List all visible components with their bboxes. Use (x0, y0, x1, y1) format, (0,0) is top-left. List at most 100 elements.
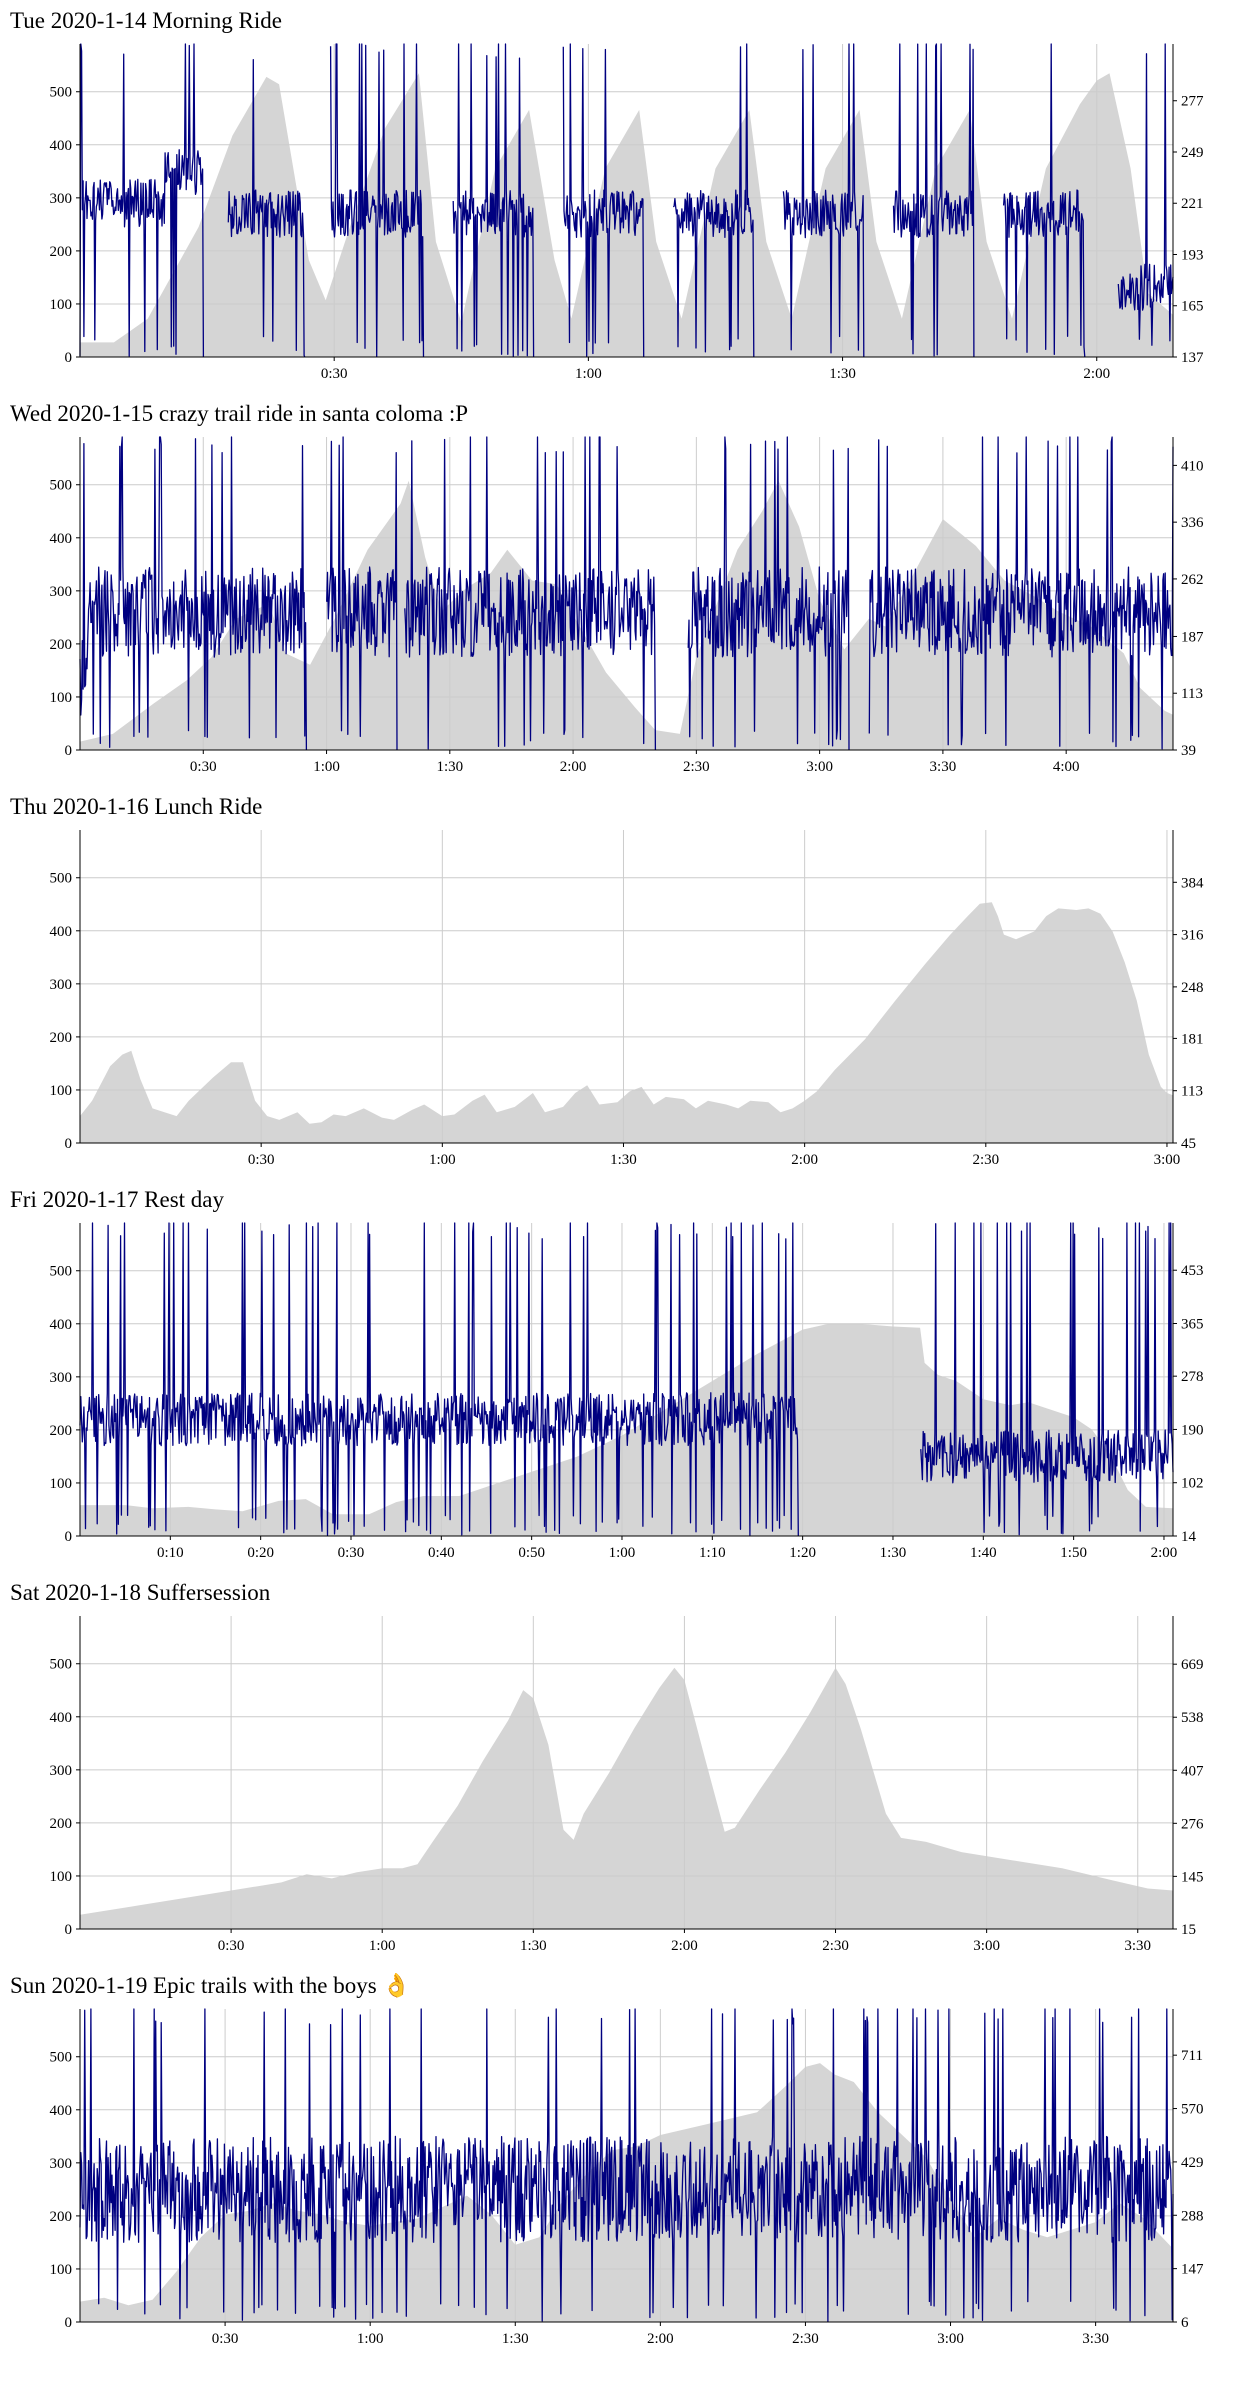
x-tick-label: 0:30 (248, 1152, 275, 1168)
y-tick-label-power: 400 (50, 1710, 73, 1726)
chart-title: Sat 2020-1-18 Suffersession (10, 1580, 271, 1605)
x-tick-label: 1:30 (880, 1545, 907, 1561)
ride-chart-4: Fri 2020-1-17 Rest day 0 100 200 300 400 500 1… (0, 1179, 1250, 1572)
chart-title: Wed 2020-1-15 crazy trail ride in santa … (10, 401, 469, 426)
x-tick-label: 0:50 (518, 1545, 545, 1561)
y-tick-label-elevation: 288 (1181, 2208, 1204, 2224)
x-tick-label: 1:00 (609, 1545, 636, 1561)
y-tick-label-power: 200 (50, 1423, 73, 1439)
y-tick-label-elevation: 145 (1181, 1869, 1204, 1885)
chart-title: Sun 2020-1-19 Epic trails with the boys … (10, 1973, 412, 1998)
x-tick-label: 2:30 (683, 759, 710, 775)
chart-plot: 0 100 200 300 400 500 15 145 276 407 538 669 0:30 1:0… (50, 1616, 1204, 1954)
y-tick-label-power: 100 (50, 297, 73, 313)
y-tick-label-elevation: 278 (1181, 1369, 1204, 1385)
y-tick-label-elevation: 669 (1181, 1657, 1204, 1673)
y-tick-label-power: 500 (50, 85, 73, 101)
y-tick-label-elevation: 262 (1181, 572, 1204, 588)
y-tick-label-elevation: 190 (1181, 1422, 1204, 1438)
y-tick-label-elevation: 384 (1181, 875, 1204, 891)
y-tick-label-elevation: 316 (1181, 928, 1204, 944)
elevation-area (80, 902, 1173, 1143)
x-tick-label: 2:00 (647, 2331, 674, 2347)
chart-plot: 0 100 200 300 400 500 14 102 190 278 365 453 0:10 0:2… (50, 1222, 1204, 1561)
y-tick-label-elevation: 570 (1181, 2102, 1204, 2118)
y-tick-label-power: 300 (50, 977, 73, 993)
y-tick-label-elevation: 365 (1181, 1316, 1204, 1332)
y-tick-label-elevation: 276 (1181, 1816, 1204, 1832)
y-tick-label-elevation: 277 (1181, 94, 1204, 110)
y-tick-label-power: 100 (50, 1476, 73, 1492)
y-tick-label-power: 0 (65, 350, 73, 366)
y-tick-label-elevation: 248 (1181, 980, 1204, 996)
power-line (79, 1222, 1174, 1537)
x-tick-label: 1:10 (699, 1545, 726, 1561)
y-tick-label-power: 500 (50, 1264, 73, 1280)
y-tick-label-power: 0 (65, 1529, 73, 1545)
x-tick-label: 3:00 (973, 1938, 1000, 1954)
chart-plot: 0 100 200 300 400 500 6 147 288 429 570 711 0:30 1:00… (50, 2008, 1204, 2347)
x-tick-label: 0:30 (190, 759, 217, 775)
chart-plot: 0 100 200 300 400 500 45 113 181 248 316 384 0:30 1:0… (50, 830, 1204, 1168)
x-tick-label: 3:00 (806, 759, 833, 775)
y-tick-label-elevation: 45 (1181, 1136, 1196, 1152)
y-tick-label-elevation: 249 (1181, 145, 1204, 161)
y-tick-label-power: 0 (65, 2315, 73, 2331)
x-tick-label: 1:00 (313, 759, 340, 775)
x-tick-label: 1:50 (1060, 1545, 1087, 1561)
y-tick-label-elevation: 102 (1181, 1476, 1204, 1492)
y-tick-label-power: 300 (50, 2156, 73, 2172)
x-tick-label: 1:30 (610, 1152, 637, 1168)
y-tick-label-elevation: 147 (1181, 2262, 1204, 2278)
x-tick-label: 2:00 (671, 1938, 698, 1954)
y-tick-label-power: 400 (50, 924, 73, 940)
chart-title: Tue 2020-1-14 Morning Ride (10, 8, 282, 33)
y-tick-label-power: 300 (50, 1763, 73, 1779)
y-tick-label-power: 0 (65, 743, 73, 759)
y-tick-label-elevation: 15 (1181, 1922, 1196, 1938)
y-tick-label-power: 100 (50, 1869, 73, 1885)
y-tick-label-elevation: 538 (1181, 1710, 1204, 1726)
y-tick-label-power: 300 (50, 1370, 73, 1386)
y-tick-label-elevation: 407 (1181, 1763, 1204, 1779)
x-tick-label: 1:30 (436, 759, 463, 775)
y-tick-label-elevation: 137 (1181, 350, 1204, 366)
x-tick-label: 3:00 (937, 2331, 964, 2347)
y-tick-label-power: 100 (50, 690, 73, 706)
y-tick-label-elevation: 187 (1181, 629, 1204, 645)
elevation-area (80, 1667, 1173, 1929)
elevation-area (80, 480, 1173, 750)
x-tick-label: 2:30 (792, 2331, 819, 2347)
x-tick-label: 0:10 (157, 1545, 184, 1561)
x-tick-label: 1:00 (357, 2331, 384, 2347)
y-tick-label-power: 100 (50, 1083, 73, 1099)
x-tick-label: 1:00 (575, 366, 602, 382)
ride-chart-6: Sun 2020-1-19 Epic trails with the boys … (0, 1965, 1250, 2358)
y-tick-label-power: 200 (50, 1030, 73, 1046)
y-tick-label-elevation: 193 (1181, 247, 1204, 263)
x-tick-label: 1:20 (789, 1545, 816, 1561)
y-tick-label-power: 300 (50, 191, 73, 207)
x-tick-label: 2:30 (822, 1938, 849, 1954)
x-tick-label: 2:00 (791, 1152, 818, 1168)
y-tick-label-elevation: 221 (1181, 196, 1204, 212)
y-tick-label-elevation: 113 (1181, 1084, 1203, 1100)
x-tick-label: 4:00 (1053, 759, 1080, 775)
x-tick-label: 3:30 (930, 759, 957, 775)
y-tick-label-elevation: 453 (1181, 1263, 1204, 1279)
y-tick-label-elevation: 711 (1181, 2048, 1203, 2064)
power-line (79, 436, 1174, 751)
y-tick-label-elevation: 14 (1181, 1529, 1197, 1545)
x-tick-label: 2:00 (1151, 1545, 1178, 1561)
x-tick-label: 0:30 (212, 2331, 239, 2347)
y-tick-label-elevation: 429 (1181, 2155, 1204, 2171)
y-tick-label-power: 200 (50, 2209, 73, 2225)
x-tick-label: 0:30 (218, 1938, 245, 1954)
y-tick-label-power: 0 (65, 1136, 73, 1152)
power-line (79, 2008, 1174, 2323)
ride-chart-1: Tue 2020-1-14 Morning Ride 0 100 200 300 400… (0, 0, 1250, 393)
y-tick-label-power: 500 (50, 1657, 73, 1673)
x-tick-label: 1:00 (429, 1152, 456, 1168)
x-tick-label: 1:30 (829, 366, 856, 382)
y-tick-label-power: 200 (50, 1816, 73, 1832)
